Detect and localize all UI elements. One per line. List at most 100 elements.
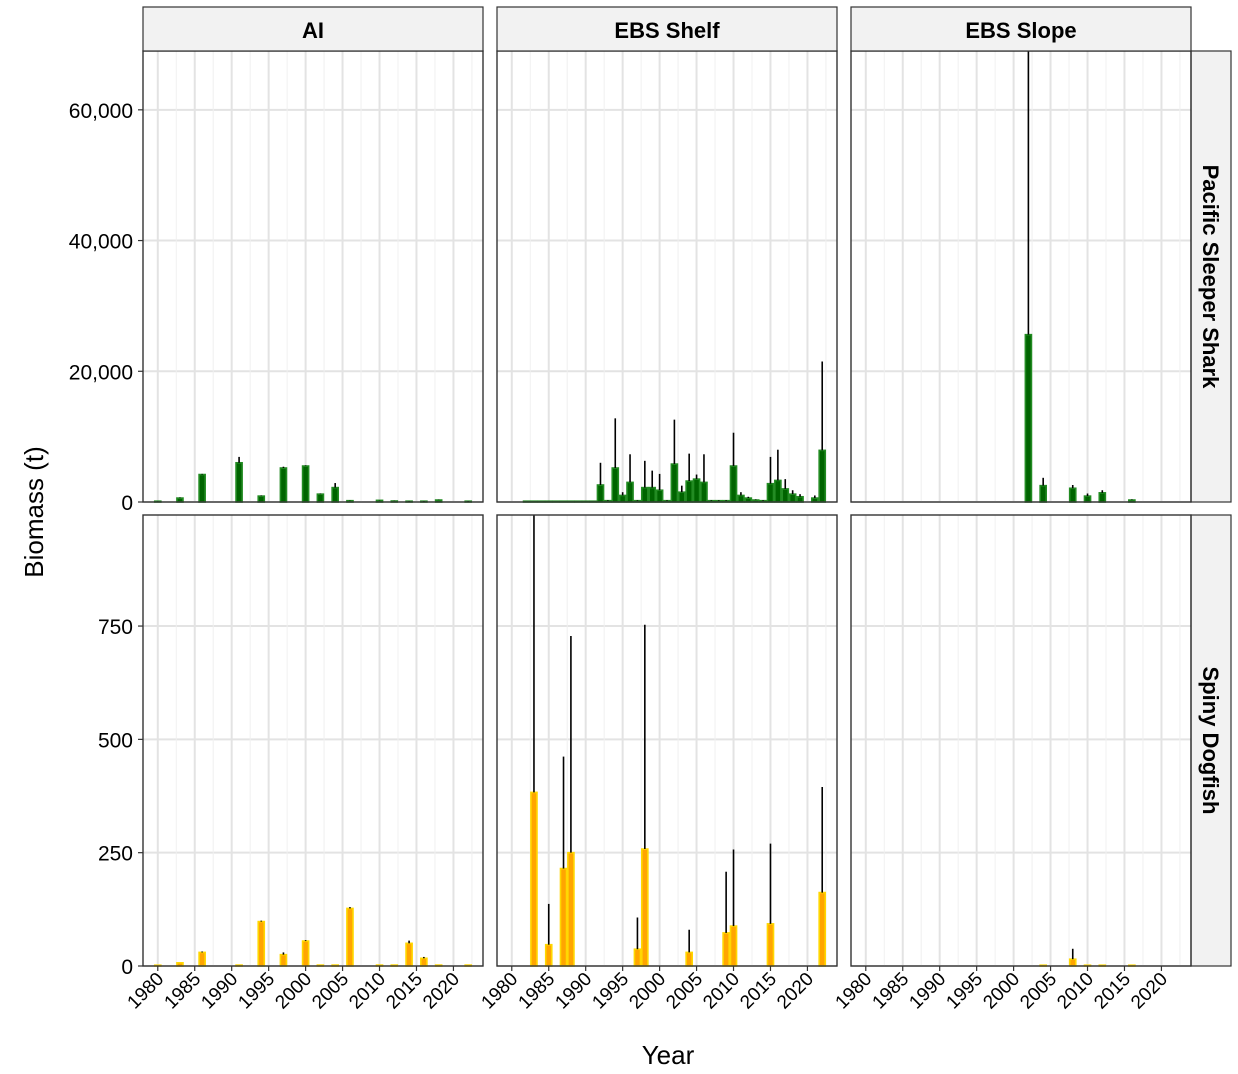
bar [655, 489, 664, 503]
x-tick-label: 2020 [1127, 969, 1172, 1014]
bar [640, 848, 649, 967]
panel-background [851, 51, 1191, 502]
x-tick-label: 2020 [419, 969, 464, 1014]
column-strip-label: EBS Shelf [614, 18, 720, 43]
bar [766, 923, 775, 967]
bar [737, 494, 745, 503]
x-tick-label: 2000 [625, 969, 670, 1014]
bar [544, 943, 553, 967]
x-tick-label: 2005 [308, 969, 353, 1014]
x-tick-label: 1985 [161, 969, 206, 1014]
bar [1039, 484, 1048, 503]
x-tick-label: 2015 [1090, 969, 1135, 1014]
bar [648, 486, 657, 503]
panel-background [497, 51, 837, 502]
bar [774, 479, 782, 503]
bar [1083, 495, 1092, 503]
bar [301, 465, 310, 503]
bar [633, 948, 642, 967]
panel-border [142, 514, 484, 967]
bar [257, 495, 266, 503]
x-tick-label: 2000 [271, 969, 316, 1014]
y-tick-label: 250 [98, 843, 133, 866]
bar [530, 791, 538, 967]
bar [257, 920, 266, 967]
panel-background [143, 515, 483, 966]
bar [198, 951, 206, 967]
bar [788, 493, 797, 503]
bar [729, 465, 738, 503]
x-tick-label: 1995 [588, 969, 633, 1014]
bar [796, 495, 804, 503]
y-tick-label: 500 [98, 729, 133, 752]
bar [567, 851, 575, 967]
y-tick-label: 0 [121, 492, 133, 515]
bar [1098, 492, 1107, 503]
y-tick-label: 750 [98, 616, 133, 639]
x-tick-label: 2015 [382, 969, 427, 1014]
x-tick-label: 1990 [551, 969, 596, 1014]
bar [677, 491, 686, 503]
x-tick-label: 2010 [699, 969, 744, 1014]
bar [670, 463, 679, 503]
bar [559, 867, 568, 967]
bar [818, 891, 827, 967]
row-strip [1190, 514, 1232, 967]
column-strip [142, 6, 484, 52]
bar [611, 467, 620, 503]
bar [301, 940, 310, 967]
bar [640, 486, 649, 503]
bar [331, 486, 340, 503]
x-tick-label: 2005 [1016, 969, 1061, 1014]
row-strip [1190, 50, 1232, 503]
bars-layer [153, 51, 1136, 967]
bar [700, 481, 708, 503]
x-tick-label: 1985 [515, 969, 560, 1014]
bar [316, 493, 325, 503]
row-strip-label: Pacific Sleeper Shark [1198, 165, 1223, 390]
y-tick-label: 40,000 [69, 231, 133, 254]
bar [1024, 333, 1033, 503]
x-axis-title: Year [642, 1040, 695, 1070]
column-strip-label: EBS Slope [965, 18, 1076, 43]
panel-background [143, 51, 483, 502]
bar [685, 951, 694, 967]
bar [405, 942, 413, 967]
x-tick-label: 1980 [832, 969, 877, 1014]
bar [346, 907, 354, 967]
x-tick-label: 2020 [773, 969, 818, 1014]
bar [235, 461, 243, 503]
frames-layer [138, 6, 1232, 971]
row-strip-label: Spiny Dogfish [1198, 667, 1223, 815]
bar [692, 478, 701, 503]
x-tick-label: 1985 [869, 969, 914, 1014]
x-tick-label: 2010 [1053, 969, 1098, 1014]
bar [722, 932, 730, 967]
panel-border [496, 514, 838, 967]
y-tick-label: 0 [121, 956, 133, 979]
bar [818, 449, 827, 503]
x-tick-label: 1980 [478, 969, 523, 1014]
x-tick-label: 1990 [197, 969, 242, 1014]
bar [1068, 958, 1077, 967]
bar [279, 467, 288, 503]
column-strip [496, 6, 838, 52]
y-axis-title: Biomass (t) [19, 446, 49, 577]
bar [766, 482, 775, 503]
x-tick-label: 2015 [736, 969, 781, 1014]
y-tick-label: 60,000 [69, 100, 133, 123]
bar [279, 953, 288, 967]
bar [1068, 487, 1077, 503]
bar [198, 473, 206, 503]
bar [781, 488, 790, 503]
bar [618, 494, 627, 503]
panel-background [497, 515, 837, 966]
column-strip [850, 6, 1192, 52]
bar [420, 957, 428, 967]
bar [685, 480, 694, 503]
x-tick-label: 2005 [662, 969, 707, 1014]
x-tick-label: 2010 [345, 969, 390, 1014]
column-strip-label: AI [302, 18, 324, 43]
bar [596, 484, 605, 503]
panel-background [851, 515, 1191, 966]
